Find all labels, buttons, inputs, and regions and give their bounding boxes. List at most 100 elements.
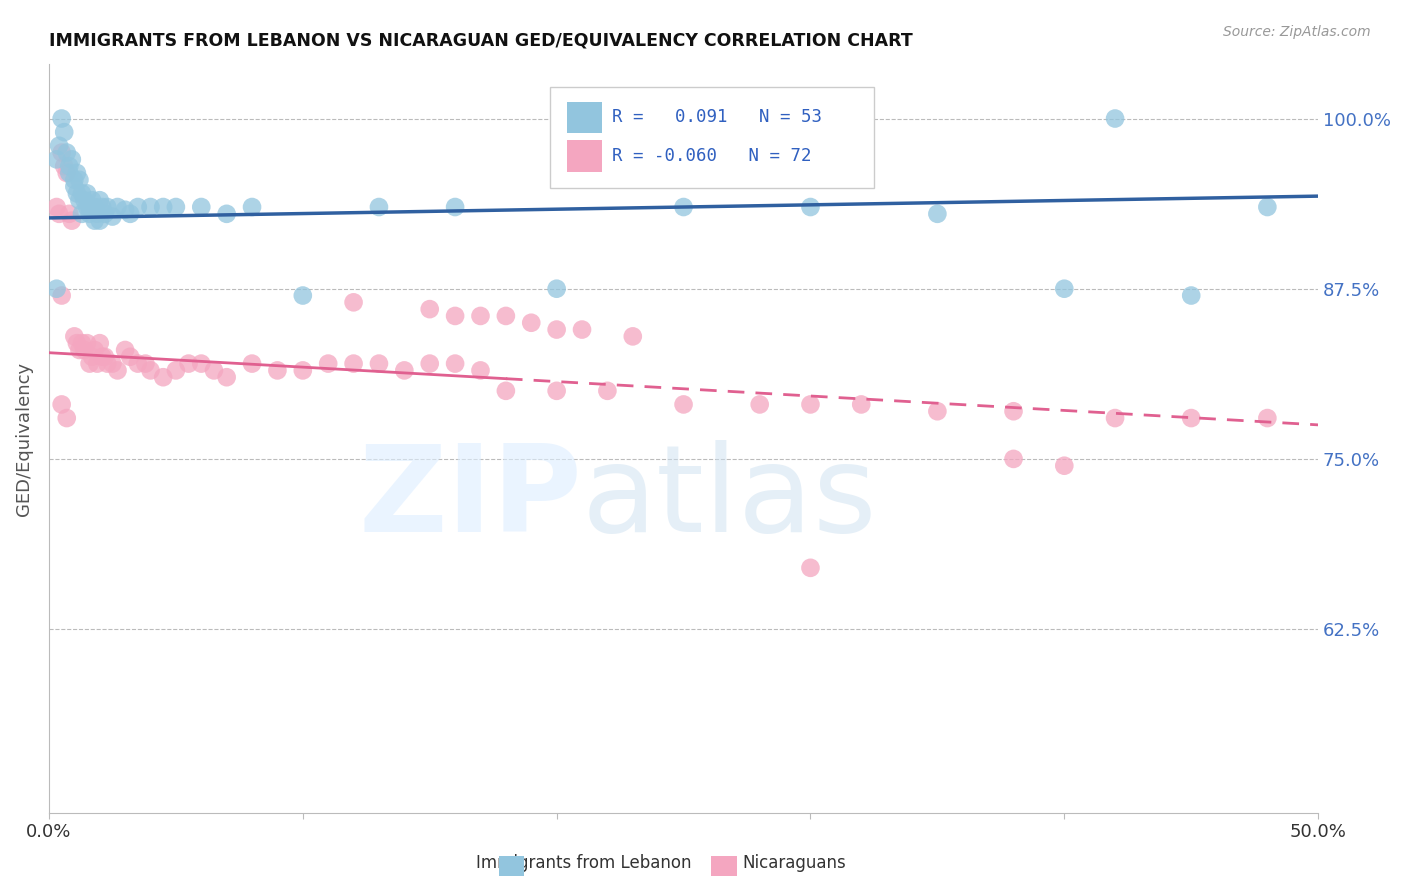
Point — [368, 357, 391, 371]
Point — [851, 397, 873, 411]
Point — [89, 213, 111, 227]
Point — [799, 397, 821, 411]
Point — [83, 213, 105, 227]
Point — [291, 363, 314, 377]
Point — [67, 193, 90, 207]
Point — [66, 186, 89, 201]
Point — [53, 159, 76, 173]
Point — [73, 343, 96, 357]
Point — [114, 343, 136, 357]
Point — [94, 350, 117, 364]
Point — [1002, 451, 1025, 466]
Text: IMMIGRANTS FROM LEBANON VS NICARAGUAN GED/EQUIVALENCY CORRELATION CHART: IMMIGRANTS FROM LEBANON VS NICARAGUAN GE… — [49, 31, 912, 49]
Point — [240, 357, 263, 371]
Point — [51, 112, 73, 126]
Point — [51, 397, 73, 411]
Point — [67, 173, 90, 187]
Point — [76, 200, 98, 214]
Point — [799, 561, 821, 575]
Point — [546, 282, 568, 296]
Point — [202, 363, 225, 377]
Point — [1002, 404, 1025, 418]
Point — [66, 336, 89, 351]
Text: Nicaraguans: Nicaraguans — [742, 855, 846, 872]
Point — [51, 145, 73, 160]
Point — [82, 350, 104, 364]
Point — [53, 125, 76, 139]
Point — [60, 213, 83, 227]
Point — [48, 138, 70, 153]
Point — [1104, 411, 1126, 425]
Point — [55, 166, 77, 180]
Point — [83, 200, 105, 214]
Point — [60, 153, 83, 167]
Point — [58, 166, 80, 180]
Point — [45, 200, 67, 214]
Point — [342, 357, 364, 371]
Point — [58, 207, 80, 221]
Point — [83, 343, 105, 357]
FancyBboxPatch shape — [550, 87, 875, 187]
Point — [799, 200, 821, 214]
Point — [120, 207, 142, 221]
Point — [66, 166, 89, 180]
Point — [1053, 282, 1076, 296]
Point — [177, 357, 200, 371]
Point — [1256, 200, 1278, 214]
Point — [48, 207, 70, 221]
Point — [316, 357, 339, 371]
Point — [152, 200, 174, 214]
Point — [927, 207, 949, 221]
Point — [215, 370, 238, 384]
Point — [394, 363, 416, 377]
Bar — [567, 102, 602, 133]
Point — [165, 363, 187, 377]
Point — [76, 336, 98, 351]
Point — [139, 200, 162, 214]
Point — [96, 357, 118, 371]
Point — [520, 316, 543, 330]
Text: R =   0.091   N = 53: R = 0.091 N = 53 — [613, 108, 823, 127]
Point — [672, 200, 695, 214]
Point — [152, 370, 174, 384]
Point — [342, 295, 364, 310]
Point — [1053, 458, 1076, 473]
Point — [240, 200, 263, 214]
Point — [495, 384, 517, 398]
Point — [86, 357, 108, 371]
Point — [51, 288, 73, 302]
Text: ZIP: ZIP — [359, 440, 582, 557]
Point — [86, 207, 108, 221]
Point — [266, 363, 288, 377]
Point — [45, 282, 67, 296]
Point — [107, 363, 129, 377]
Point — [546, 322, 568, 336]
Point — [89, 193, 111, 207]
Point — [107, 200, 129, 214]
Text: Source: ZipAtlas.com: Source: ZipAtlas.com — [1223, 25, 1371, 39]
Point — [621, 329, 644, 343]
Y-axis label: GED/Equivalency: GED/Equivalency — [15, 361, 32, 516]
Point — [79, 200, 101, 214]
Point — [101, 210, 124, 224]
Point — [58, 159, 80, 173]
Point — [291, 288, 314, 302]
Text: Immigrants from Lebanon: Immigrants from Lebanon — [475, 855, 692, 872]
Point — [1104, 112, 1126, 126]
Point — [101, 357, 124, 371]
Point — [70, 207, 93, 221]
Text: atlas: atlas — [582, 440, 877, 557]
Point — [748, 397, 770, 411]
Point — [165, 200, 187, 214]
Point — [419, 357, 441, 371]
Point — [73, 193, 96, 207]
Point — [120, 350, 142, 364]
Point — [470, 363, 492, 377]
Point — [927, 404, 949, 418]
Point — [94, 207, 117, 221]
Point — [70, 186, 93, 201]
Point — [63, 179, 86, 194]
Point — [114, 202, 136, 217]
Point — [63, 329, 86, 343]
Point — [67, 343, 90, 357]
